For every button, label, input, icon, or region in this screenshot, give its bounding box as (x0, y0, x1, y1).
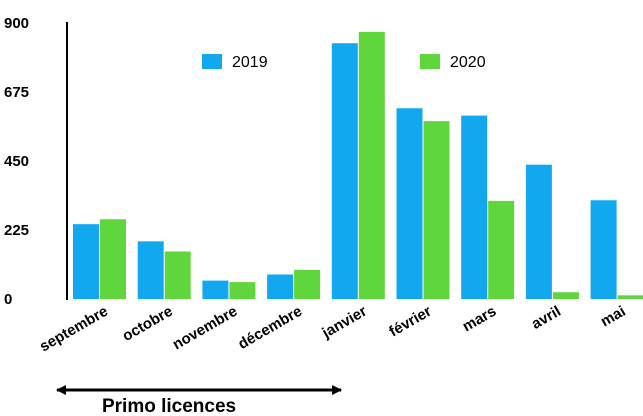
legend-swatch-2019 (202, 54, 222, 69)
bar-2020-février (423, 121, 450, 299)
bar-2019-octobre (137, 241, 164, 299)
legend-label-2020: 2020 (450, 54, 486, 71)
bar-2019-septembre (73, 224, 99, 299)
bar-series (73, 31, 643, 300)
x-tick-label: février (386, 303, 434, 341)
bar-2019-avril (525, 164, 552, 299)
x-tick-label: septembre (37, 303, 111, 356)
bar-2019-mars (461, 115, 488, 299)
legend-label-2019: 2019 (232, 54, 268, 71)
x-tick-label: décembre (235, 303, 305, 353)
x-tick-label: janvier (319, 303, 370, 342)
y-tick-label: 450 (4, 153, 29, 170)
y-tick-label: 900 (4, 15, 29, 32)
bar-2020-décembre (294, 269, 321, 299)
bar-2020-mars (488, 200, 515, 299)
primo-licences-label: Primo licences (102, 396, 236, 416)
bar-2020-janvier (358, 31, 385, 299)
bar-2020-novembre (229, 282, 256, 299)
x-tick-label: novembre (170, 303, 241, 354)
legend-swatch-2020 (420, 54, 440, 69)
bar-2019-mai (590, 200, 617, 299)
x-tick-label: octobre (120, 303, 176, 345)
bar-2020-mai (617, 295, 643, 299)
bar-2019-janvier (331, 43, 358, 299)
y-tick-label: 225 (4, 222, 29, 239)
x-tick-label: avril (529, 303, 564, 333)
bar-2019-novembre (202, 280, 229, 299)
bar-2020-septembre (100, 219, 126, 299)
bar-2019-décembre (267, 274, 294, 299)
bar-2020-avril (552, 292, 579, 299)
y-tick-labels: 0 225 450 675 900 (4, 15, 29, 308)
y-tick-label: 0 (4, 291, 12, 308)
bar-2020-octobre (164, 251, 191, 299)
x-tick-label: mai (598, 303, 629, 331)
primo-licences-annotation: Primo licences (56, 385, 343, 416)
y-tick-label: 675 (4, 84, 29, 101)
legend: 2019 2020 (202, 54, 486, 71)
x-tick-label: mars (460, 303, 500, 336)
bar-2019-février (396, 108, 423, 300)
